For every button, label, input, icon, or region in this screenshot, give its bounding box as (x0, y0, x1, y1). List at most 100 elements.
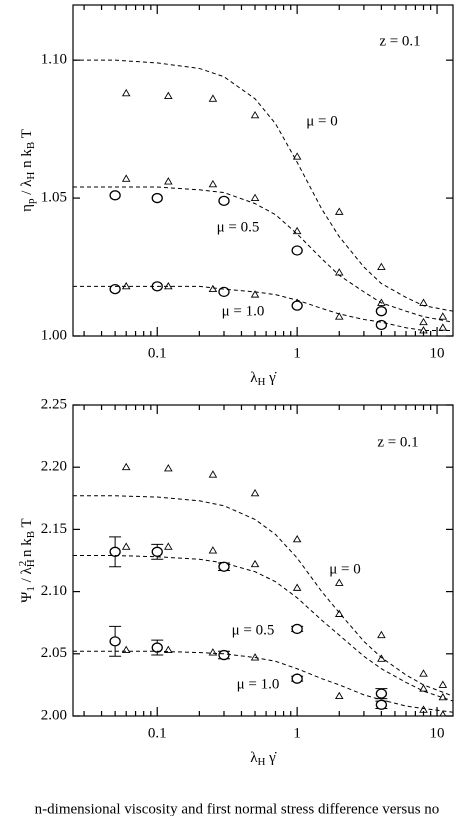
triangle-marker (438, 680, 448, 688)
plot-frame (72, 4, 454, 337)
label-part: T (19, 129, 35, 142)
triangle-marker (292, 152, 302, 160)
label-part: B (25, 142, 37, 149)
label-part: B (25, 531, 37, 538)
triangle-marker (164, 542, 173, 550)
x-tick-label: 0.1 (148, 725, 167, 741)
triangle-marker (438, 312, 448, 320)
triangle-marker (377, 654, 386, 662)
triangle-marker (419, 684, 428, 692)
triangle-marker (334, 268, 344, 276)
circle-marker (375, 699, 388, 710)
triangle-marker (250, 290, 260, 298)
circle-marker (291, 623, 303, 635)
triangle-marker (334, 609, 344, 617)
triangle-marker (334, 691, 344, 700)
label-part: λ (250, 750, 258, 766)
triangle-marker (250, 110, 260, 119)
triangle-marker (438, 323, 448, 331)
label-part: 2 (17, 561, 29, 567)
annotation: z = 0.1 (377, 434, 418, 450)
circle-marker (109, 546, 121, 557)
annotation: μ = 0 (329, 561, 361, 577)
label-part: 1 (25, 586, 37, 592)
triangle-marker (419, 317, 428, 326)
triangle-marker (121, 645, 131, 654)
triangle-marker (208, 648, 218, 656)
triangle-marker (377, 630, 386, 639)
triangle-marker (377, 262, 386, 270)
label-part: n k (19, 149, 35, 172)
x-tick-label: 1 (293, 725, 301, 741)
label-part: η (19, 204, 35, 212)
y-tick-label: 1.10 (41, 52, 67, 68)
circle-marker (151, 642, 163, 653)
label-part: H (257, 376, 265, 388)
triangle-marker (250, 653, 260, 661)
y-tick-label: 2.20 (41, 459, 67, 475)
triangle-marker (208, 94, 218, 102)
triangle-marker (250, 488, 260, 497)
circle-marker (109, 636, 121, 647)
triangle-marker (377, 298, 386, 306)
circle-marker (291, 673, 303, 684)
label-part: T (19, 518, 35, 531)
plot-frame (72, 404, 454, 717)
y-tick-label: 1.05 (41, 190, 67, 206)
triangle-marker (164, 464, 173, 472)
y-tick-label: 2.25 (41, 396, 67, 412)
circle-marker (291, 300, 303, 311)
x-tick-label: 10 (430, 345, 445, 361)
triangle-marker (121, 542, 131, 550)
circle-marker (218, 649, 230, 661)
triangle-marker (250, 559, 260, 568)
triangle-marker (334, 578, 344, 586)
label-part: H (25, 172, 37, 180)
triangle-marker (208, 179, 218, 188)
triangle-marker (164, 91, 173, 99)
circle-marker (109, 190, 121, 201)
y-axis-label: Ψ1 / λH2 n kB T (17, 518, 37, 602)
triangle-marker (164, 177, 173, 185)
label-part: n k (19, 538, 35, 561)
annotation: μ = 1.0 (237, 676, 280, 692)
annotation: z = 0.1 (379, 33, 420, 49)
annotation: μ = 0.5 (232, 622, 275, 638)
y-tick-label: 1.00 (41, 327, 67, 343)
annotation: μ = 0.5 (217, 219, 260, 235)
curve (73, 555, 453, 702)
circle-marker (218, 195, 230, 206)
triangle-marker (208, 546, 218, 554)
triangle-marker (250, 193, 260, 202)
y-tick-label: 2.10 (41, 583, 67, 599)
label-part: p (25, 198, 37, 204)
circle-marker (151, 546, 163, 557)
triangle-marker (334, 312, 344, 320)
plot-area (73, 462, 453, 716)
annotation: μ = 1.0 (222, 303, 265, 319)
x-tick-label: 10 (430, 725, 445, 741)
triangle-marker (164, 645, 173, 654)
triangle-marker (419, 298, 428, 306)
triangle-marker (292, 534, 302, 543)
curve (73, 186, 453, 323)
annotation: μ = 0 (306, 113, 338, 129)
curve (73, 59, 453, 312)
triangle-marker (292, 226, 302, 235)
label-part: H (257, 756, 265, 768)
caption: n-dimensional viscosity and first normal… (35, 801, 440, 816)
triangle-marker (121, 174, 131, 182)
label-part: / λ (19, 179, 35, 199)
curve (73, 285, 453, 331)
triangle-marker (334, 207, 344, 215)
x-axis-label: λH γ̇ (250, 750, 277, 767)
label-part: H (25, 559, 37, 567)
triangle-marker (419, 669, 428, 677)
y-tick-label: 2.00 (41, 707, 67, 723)
label-part: Ψ (19, 591, 35, 603)
label-part: / λ (19, 566, 35, 586)
circle-marker (375, 688, 388, 699)
label-part: γ̇ (265, 370, 276, 386)
